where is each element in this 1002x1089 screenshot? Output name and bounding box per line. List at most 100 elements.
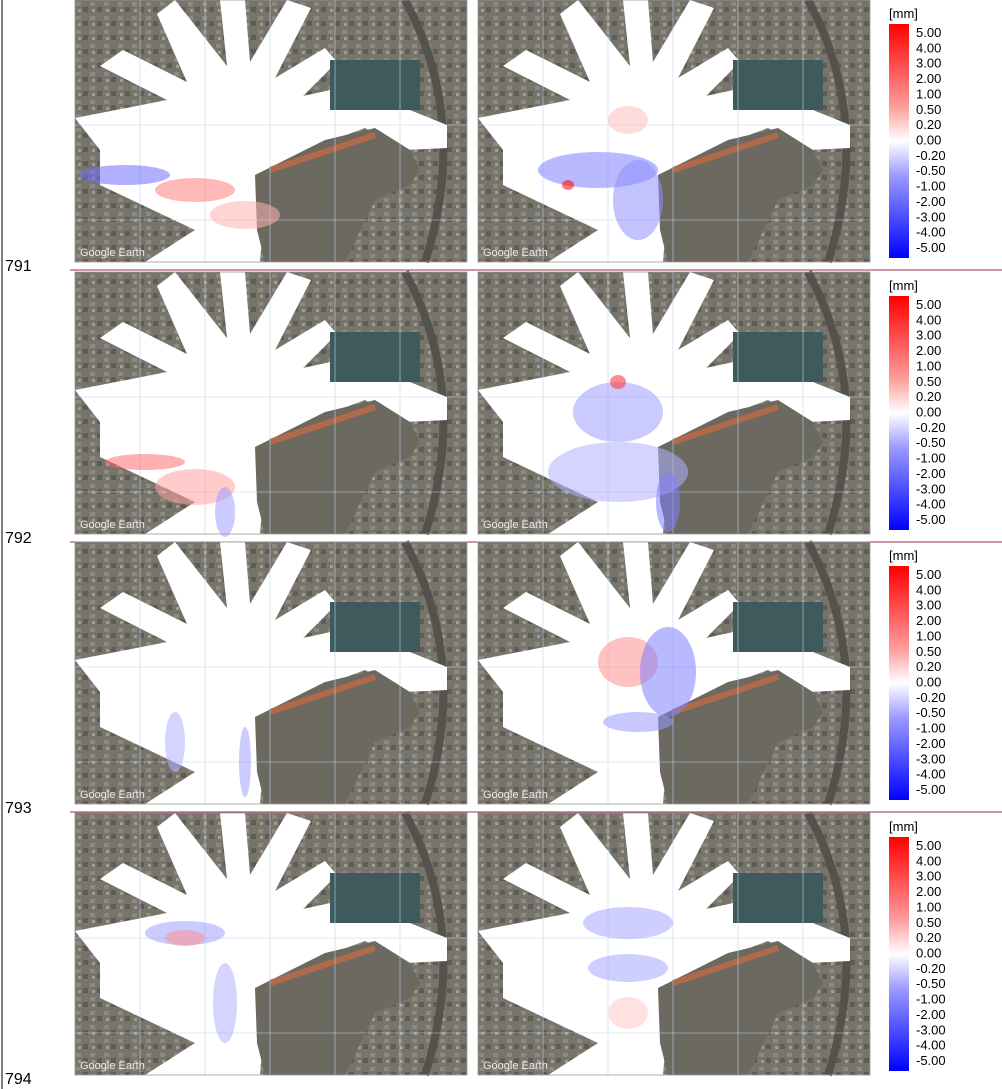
row-label: 791	[5, 258, 32, 275]
row: 791Google EarthGoogle Earth[mm]5.004.003…	[5, 0, 1002, 275]
colorbar-tick: -5.00	[916, 240, 946, 255]
colorbar-tick: -5.00	[916, 512, 946, 527]
displacement-blob	[165, 930, 205, 946]
map-panel: Google Earth	[75, 813, 467, 1075]
map-panel: Google Earth	[75, 542, 467, 804]
colorbar-tick: -3.00	[916, 751, 946, 766]
row-label: 792	[5, 530, 32, 547]
colorbar-tick: -2.00	[916, 194, 946, 209]
colorbar-tick: 5.00	[916, 297, 941, 312]
marina	[733, 332, 823, 382]
watermark: Google Earth	[483, 1060, 548, 1072]
displacement-blob	[640, 627, 696, 717]
colorbar-tick: 2.00	[916, 71, 941, 86]
colorbar-tick: 0.50	[916, 915, 941, 930]
colorbar-tick: -0.20	[916, 420, 946, 435]
colorbar-tick: -1.00	[916, 721, 946, 736]
displacement-blob	[603, 712, 673, 732]
marina	[330, 602, 420, 652]
colorbar-tick: 0.20	[916, 930, 941, 945]
colorbar-unit: [mm]	[889, 6, 918, 21]
colorbar-tick: -4.00	[916, 497, 946, 512]
displacement-blob	[610, 375, 626, 389]
row: 793 Google Earth Google Earth [mm] 5.004.003…	[5, 542, 1002, 817]
colorbar-tick: -1.00	[916, 179, 946, 194]
watermark: Google Earth	[80, 789, 145, 801]
colorbar-tick: -5.00	[916, 782, 946, 797]
watermark: Google Earth	[80, 1060, 145, 1072]
marina	[733, 873, 823, 923]
row: 792 Google Earth Google Earth [mm] 5.004.003…	[5, 272, 1002, 547]
colorbar-tick: 0.20	[916, 117, 941, 132]
colorbar-unit: [mm]	[889, 548, 918, 563]
marina	[733, 60, 823, 110]
displacement-blob	[613, 160, 663, 240]
colorbar	[889, 296, 909, 530]
colorbar-unit: [mm]	[889, 278, 918, 293]
map-panel: Google Earth	[478, 0, 870, 262]
colorbar-tick: -2.00	[916, 1007, 946, 1022]
row-label: 793	[5, 800, 32, 817]
colorbar-tick: 0.20	[916, 389, 941, 404]
displacement-blob	[562, 180, 574, 190]
colorbar-tick: 5.00	[916, 838, 941, 853]
colorbar-tick: 4.00	[916, 582, 941, 597]
displacement-blob	[215, 487, 235, 537]
colorbar-tick: 0.50	[916, 374, 941, 389]
marina	[330, 60, 420, 110]
displacement-blob	[656, 472, 680, 532]
colorbar-tick: -3.00	[916, 481, 946, 496]
colorbar-tick: 0.00	[916, 405, 941, 420]
watermark: Google Earth	[483, 519, 548, 531]
colorbar-tick: 0.50	[916, 644, 941, 659]
displacement-blob	[165, 712, 185, 772]
colorbar-tick: 4.00	[916, 312, 941, 327]
colorbar-tick: 1.00	[916, 628, 941, 643]
map-panel: Google Earth	[75, 0, 467, 262]
colorbar-tick: 1.00	[916, 86, 941, 101]
marina	[330, 332, 420, 382]
displacement-blob	[210, 201, 280, 229]
displacement-blob	[588, 954, 668, 982]
marina	[330, 873, 420, 923]
colorbar-tick: 0.20	[916, 659, 941, 674]
map-panel: Google Earth	[478, 542, 870, 804]
displacement-blob	[608, 997, 648, 1029]
watermark: Google Earth	[483, 789, 548, 801]
displacement-blob	[155, 178, 235, 202]
colorbar-tick: 4.00	[916, 853, 941, 868]
row-label: 794	[5, 1071, 32, 1088]
colorbar-tick: 2.00	[916, 613, 941, 628]
colorbar-tick: -2.00	[916, 736, 946, 751]
colorbar-tick: 3.00	[916, 56, 941, 71]
colorbar-tick: -4.00	[916, 225, 946, 240]
colorbar-tick: 2.00	[916, 884, 941, 899]
colorbar-tick: 1.00	[916, 358, 941, 373]
colorbar-tick: 2.00	[916, 343, 941, 358]
colorbar	[889, 566, 909, 800]
displacement-blob	[80, 165, 170, 185]
colorbar	[889, 24, 909, 258]
figure: 791Google EarthGoogle Earth[mm]5.004.003…	[0, 0, 1002, 1089]
displacement-blob	[573, 382, 663, 442]
colorbar-tick: 0.50	[916, 102, 941, 117]
colorbar-tick: -0.50	[916, 705, 946, 720]
colorbar-tick: -2.00	[916, 466, 946, 481]
colorbar-tick: -3.00	[916, 209, 946, 224]
map-panel: Google Earth	[75, 272, 467, 537]
colorbar-tick: -0.50	[916, 163, 946, 178]
colorbar-tick: -1.00	[916, 992, 946, 1007]
colorbar-tick: 3.00	[916, 598, 941, 613]
colorbar-tick: 0.00	[916, 675, 941, 690]
map-panel: Google Earth	[478, 272, 870, 534]
displacement-blob	[608, 106, 648, 134]
colorbar-tick: 3.00	[916, 328, 941, 343]
colorbar	[889, 837, 909, 1071]
colorbar-tick: -0.20	[916, 690, 946, 705]
watermark: Google Earth	[80, 519, 145, 531]
colorbar-tick: 5.00	[916, 567, 941, 582]
displacement-blob	[239, 727, 251, 797]
colorbar-tick: -1.00	[916, 451, 946, 466]
colorbar-tick: -0.20	[916, 961, 946, 976]
